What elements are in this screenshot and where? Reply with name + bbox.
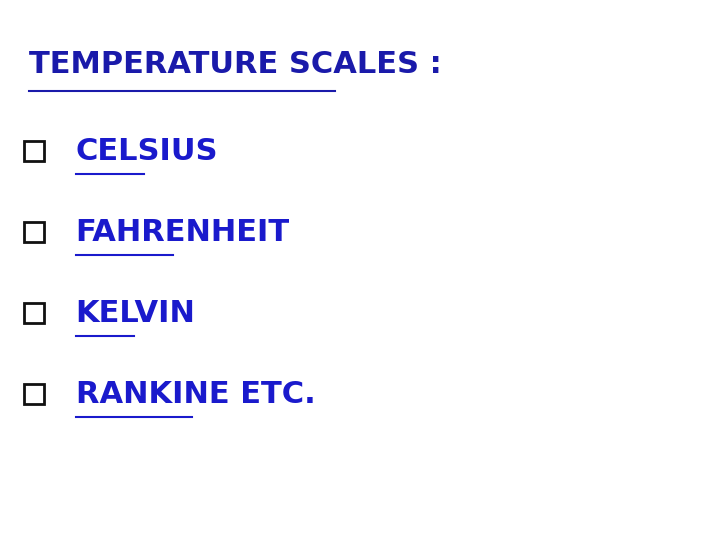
Text: RANKINE ETC.: RANKINE ETC. — [76, 380, 315, 409]
Text: CELSIUS: CELSIUS — [76, 137, 218, 166]
FancyBboxPatch shape — [24, 384, 45, 404]
Text: KELVIN: KELVIN — [76, 299, 195, 328]
FancyBboxPatch shape — [24, 222, 45, 242]
Text: TEMPERATURE SCALES :: TEMPERATURE SCALES : — [29, 50, 441, 79]
FancyBboxPatch shape — [24, 303, 45, 323]
Text: FAHRENHEIT: FAHRENHEIT — [76, 218, 289, 247]
FancyBboxPatch shape — [24, 141, 45, 161]
